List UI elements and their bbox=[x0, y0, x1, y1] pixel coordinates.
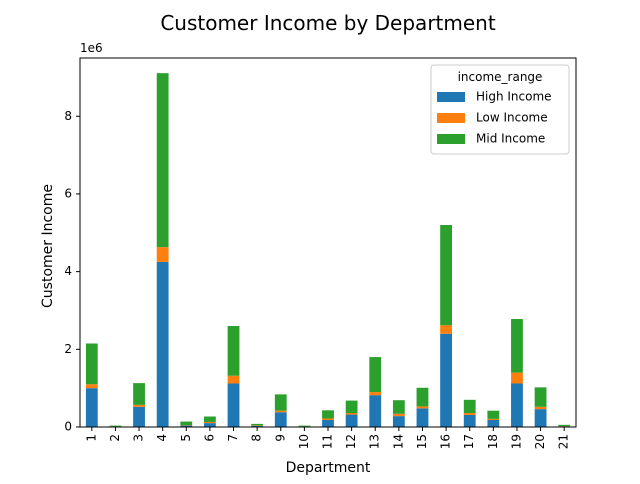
bar-segment bbox=[535, 409, 547, 427]
x-tick-label: 14 bbox=[391, 434, 405, 449]
y-tick-label: 6 bbox=[64, 186, 72, 200]
bar-segment bbox=[346, 413, 358, 415]
y-axis-offset-label: 1e6 bbox=[80, 41, 103, 55]
chart-title: Customer Income by Department bbox=[160, 11, 496, 35]
bar-segment bbox=[464, 413, 476, 415]
legend-swatch bbox=[437, 134, 465, 144]
x-tick-label: 16 bbox=[439, 434, 453, 449]
x-tick-label: 10 bbox=[297, 434, 311, 449]
bar-segment bbox=[86, 388, 98, 427]
x-tick-label: 17 bbox=[462, 434, 476, 449]
legend-entries: High Income Low Income Mid Income bbox=[437, 90, 552, 146]
legend-title: income_range bbox=[458, 70, 543, 84]
bar-segment bbox=[228, 326, 240, 376]
x-tick-label: 8 bbox=[250, 434, 264, 442]
bar-segment bbox=[346, 415, 358, 427]
bar-segment bbox=[417, 388, 429, 407]
x-tick-label: 1 bbox=[84, 434, 98, 442]
legend-label: Low Income bbox=[476, 111, 548, 125]
bar-segment bbox=[133, 383, 145, 405]
bar-segment bbox=[298, 426, 310, 427]
y-tick-label: 2 bbox=[64, 342, 72, 356]
bar-segment bbox=[417, 406, 429, 408]
bar-segment bbox=[464, 415, 476, 427]
bar-segment bbox=[487, 420, 499, 427]
legend-label: High Income bbox=[476, 90, 552, 104]
y-tick-label: 4 bbox=[64, 264, 72, 278]
legend-swatch bbox=[437, 92, 465, 102]
bar-segment bbox=[86, 343, 98, 384]
x-tick-label: 6 bbox=[202, 434, 216, 442]
bar-segment bbox=[180, 422, 192, 426]
x-tick-label: 7 bbox=[226, 434, 240, 442]
bar-segment bbox=[228, 376, 240, 384]
bar-segment bbox=[133, 407, 145, 427]
y-tick-label: 8 bbox=[64, 109, 72, 123]
x-tick-label: 20 bbox=[533, 434, 547, 449]
x-axis-label: Department bbox=[286, 460, 371, 476]
legend-swatch bbox=[437, 113, 465, 123]
bar-segment bbox=[535, 407, 547, 409]
x-tick-label: 4 bbox=[155, 434, 169, 442]
bar-segment bbox=[251, 424, 263, 426]
legend: income_range High Income Low Income Mid In… bbox=[431, 65, 569, 154]
bar-segment bbox=[204, 417, 216, 422]
bar-segment bbox=[511, 319, 523, 373]
bar-segment bbox=[417, 408, 429, 427]
bar-segment bbox=[157, 73, 169, 247]
bar-segment bbox=[157, 262, 169, 427]
x-tick-label: 15 bbox=[415, 434, 429, 449]
bar-segment bbox=[204, 422, 216, 423]
bar-segment bbox=[204, 423, 216, 427]
y-axis-label: Customer Income bbox=[40, 184, 56, 308]
bar-segment bbox=[393, 400, 405, 414]
bar-segment bbox=[369, 395, 381, 427]
bar-segment bbox=[275, 394, 287, 410]
bar-segment bbox=[511, 384, 523, 428]
bar-segment bbox=[133, 405, 145, 407]
bar-segment bbox=[487, 419, 499, 420]
bar-segment bbox=[228, 384, 240, 428]
x-tick-label: 9 bbox=[273, 434, 287, 442]
x-tick-label: 21 bbox=[557, 434, 571, 449]
x-tick-label: 3 bbox=[132, 434, 146, 442]
bar-segment bbox=[440, 225, 452, 325]
x-tick-label: 2 bbox=[108, 434, 122, 442]
bar-segment bbox=[464, 400, 476, 413]
bar-segment bbox=[275, 411, 287, 413]
bar-segment bbox=[110, 426, 122, 427]
x-tick-label: 19 bbox=[509, 434, 523, 449]
bar-segment bbox=[440, 334, 452, 427]
bar-segment bbox=[157, 247, 169, 262]
bar-segment bbox=[346, 401, 358, 413]
bar-segment bbox=[535, 387, 547, 406]
bar-segment bbox=[322, 418, 334, 420]
bar-segment bbox=[275, 412, 287, 427]
x-tick-label: 12 bbox=[344, 434, 358, 449]
bar-segment bbox=[558, 425, 570, 426]
bar-segment bbox=[440, 325, 452, 334]
x-tick-label: 18 bbox=[486, 434, 500, 449]
x-tick-label: 5 bbox=[179, 434, 193, 442]
bar-segment bbox=[393, 414, 405, 416]
x-tick-label: 11 bbox=[321, 434, 335, 449]
bar-segment bbox=[369, 357, 381, 392]
bar-segment bbox=[487, 411, 499, 419]
y-tick-label: 0 bbox=[64, 420, 72, 434]
bar-segment bbox=[86, 384, 98, 388]
bar-segment bbox=[393, 416, 405, 427]
bar-segment bbox=[511, 373, 523, 384]
bar-segment bbox=[322, 410, 334, 418]
bar-segment bbox=[369, 392, 381, 395]
x-tick-label: 13 bbox=[368, 434, 382, 449]
legend-label: Mid Income bbox=[476, 132, 545, 146]
bar-segment bbox=[322, 420, 334, 427]
